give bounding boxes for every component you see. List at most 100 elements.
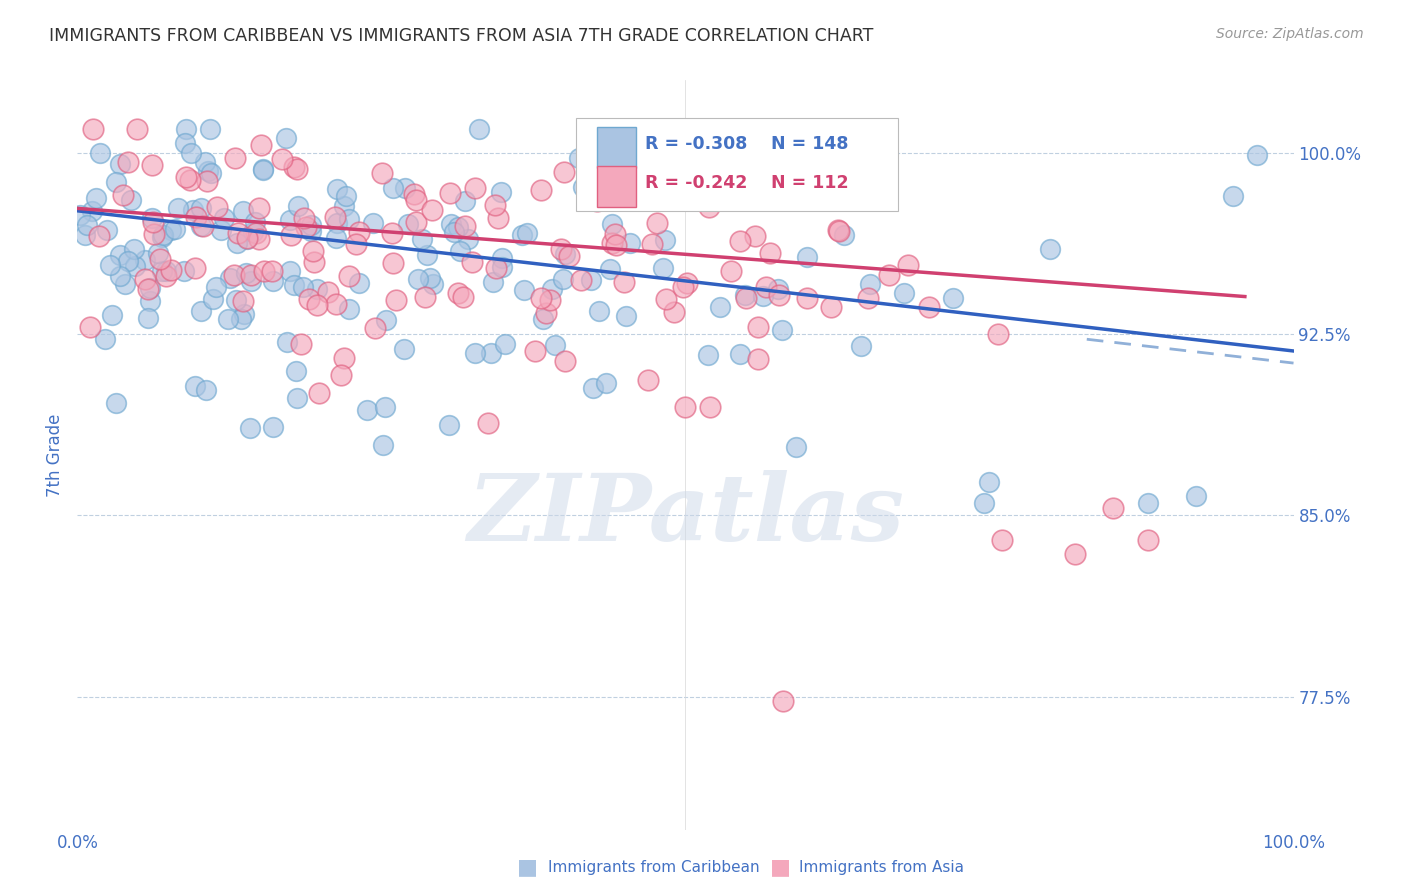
- Point: [669, 186, 692, 200]
- Point: [146, 246, 169, 260]
- Point: [89, 229, 111, 244]
- Point: [179, 173, 201, 187]
- Point: [247, 201, 270, 215]
- Point: [479, 346, 502, 360]
- Point: [918, 301, 941, 315]
- Point: [283, 160, 305, 174]
- Point: [569, 273, 592, 287]
- Point: [197, 164, 219, 178]
- Point: [104, 396, 127, 410]
- Point: [796, 250, 818, 264]
- Point: [603, 227, 626, 242]
- Point: [229, 312, 252, 326]
- Text: R = -0.242: R = -0.242: [645, 174, 748, 192]
- Point: [571, 179, 593, 194]
- Point: [190, 219, 212, 234]
- Point: [491, 260, 513, 275]
- Point: [735, 291, 758, 305]
- Point: [654, 232, 676, 246]
- Point: [138, 282, 160, 296]
- Point: [149, 252, 172, 266]
- Point: [330, 368, 353, 382]
- Point: [827, 223, 849, 237]
- Point: [416, 248, 439, 262]
- Point: [323, 211, 346, 225]
- Point: [361, 217, 384, 231]
- Point: [463, 181, 485, 195]
- Point: [232, 294, 254, 309]
- Point: [447, 220, 470, 235]
- Point: [292, 211, 315, 226]
- Point: [720, 264, 742, 278]
- Point: [96, 223, 118, 237]
- Point: [236, 231, 259, 245]
- Point: [285, 162, 308, 177]
- Point: [699, 400, 721, 414]
- Bar: [596, 128, 636, 169]
- Point: [619, 235, 641, 250]
- Point: [174, 169, 197, 184]
- Point: [440, 218, 463, 232]
- Point: [108, 248, 131, 262]
- Point: [299, 224, 322, 238]
- Point: [405, 214, 427, 228]
- Point: [235, 266, 257, 280]
- Point: [332, 199, 354, 213]
- Point: [356, 403, 378, 417]
- Point: [337, 212, 360, 227]
- Point: [198, 121, 221, 136]
- Point: [796, 291, 818, 305]
- Point: [641, 237, 664, 252]
- Point: [553, 272, 575, 286]
- Point: [484, 198, 506, 212]
- Point: [1185, 489, 1208, 503]
- Point: [363, 320, 385, 334]
- Point: [79, 320, 101, 334]
- Point: [381, 226, 404, 240]
- Point: [586, 194, 609, 209]
- Point: [280, 228, 302, 243]
- Point: [1039, 243, 1062, 257]
- Point: [730, 347, 752, 361]
- Point: [439, 186, 461, 200]
- Point: [190, 303, 212, 318]
- Point: [454, 194, 477, 208]
- Point: [827, 224, 849, 238]
- Point: [326, 216, 349, 230]
- Point: [73, 228, 96, 243]
- Point: [240, 274, 263, 288]
- Point: [233, 307, 256, 321]
- Point: [333, 351, 356, 365]
- Point: [316, 285, 339, 299]
- Point: [287, 199, 309, 213]
- Point: [530, 183, 553, 197]
- Point: [464, 345, 486, 359]
- Point: [579, 273, 602, 287]
- Point: [262, 275, 284, 289]
- Point: [672, 280, 695, 294]
- Text: ■: ■: [517, 857, 537, 877]
- Point: [523, 343, 546, 358]
- Point: [141, 158, 163, 172]
- Point: [770, 323, 793, 337]
- Point: [82, 203, 104, 218]
- Point: [217, 312, 239, 326]
- Point: [307, 297, 329, 311]
- Point: [453, 219, 475, 233]
- Point: [104, 175, 127, 189]
- Point: [226, 226, 249, 240]
- Point: [305, 281, 328, 295]
- Point: [120, 193, 142, 207]
- Point: [858, 277, 880, 291]
- Point: [897, 258, 920, 272]
- Point: [785, 440, 807, 454]
- Point: [232, 203, 254, 218]
- Text: Immigrants from Caribbean: Immigrants from Caribbean: [548, 860, 761, 874]
- Point: [84, 191, 107, 205]
- Point: [197, 174, 219, 188]
- Text: ZIPatlas: ZIPatlas: [467, 470, 904, 560]
- Point: [239, 421, 262, 435]
- Point: [138, 294, 160, 309]
- Point: [413, 290, 436, 304]
- Point: [979, 475, 1001, 489]
